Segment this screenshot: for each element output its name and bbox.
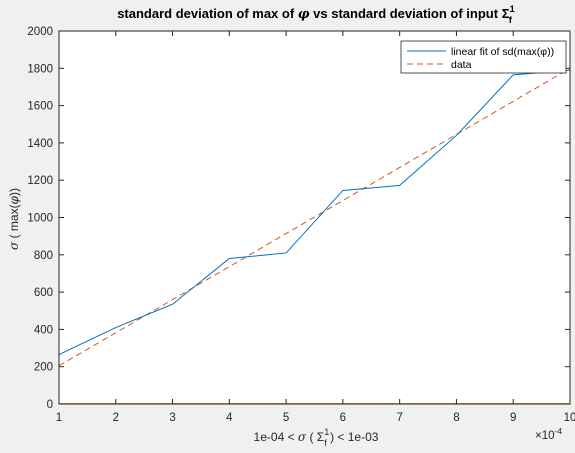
x-tick-label: 1 — [56, 412, 62, 424]
legend-label-data: data — [451, 59, 472, 71]
x-tick-label: 2 — [113, 412, 119, 424]
x-tick-label: 8 — [453, 412, 459, 424]
x-tick-label: 5 — [283, 412, 289, 424]
y-tick-label: 800 — [34, 250, 53, 262]
chart-title: standard deviation of max of φ vs standa… — [117, 4, 515, 26]
y-tick-label: 2000 — [27, 26, 53, 38]
y-tick-label: 0 — [47, 399, 53, 411]
x-tick-label: 7 — [396, 412, 402, 424]
y-tick-label: 400 — [34, 324, 53, 336]
legend-label-fit: linear fit of sd(max(φ)) — [451, 46, 554, 58]
x-tick-label: 9 — [510, 412, 516, 424]
y-tick-label: 200 — [34, 362, 53, 374]
series-line-0 — [58, 69, 571, 356]
y-tick-label: 1400 — [27, 138, 53, 150]
y-axis-label: σ ( max(φ)) — [7, 188, 21, 250]
series-line-1 — [58, 67, 571, 367]
x-axis-label: 1e-04 < σ ( Σ1 f ) < 1e-03 — [254, 427, 379, 448]
x-tick-label: 10 — [564, 412, 575, 424]
x-axis-multiplier: ×10-4 — [535, 426, 562, 442]
y-tick-label: 1000 — [27, 213, 53, 225]
y-tick-label: 600 — [34, 287, 53, 299]
axis-ticks: 1 2 3 4 5 6 7 8 9 10 0 200 400 600 800 1000 1200 1400 1600… — [27, 26, 575, 424]
x-tick-label: 3 — [169, 412, 175, 424]
x-tick-label: 4 — [226, 412, 233, 424]
x-tick-label: 6 — [340, 412, 346, 424]
legend: linear fit of sd(max(φ)) data — [400, 40, 567, 74]
y-tick-label: 1800 — [27, 63, 53, 75]
y-tick-label: 1200 — [27, 175, 53, 187]
y-tick-label: 1600 — [27, 101, 53, 113]
legend-box — [400, 40, 567, 74]
